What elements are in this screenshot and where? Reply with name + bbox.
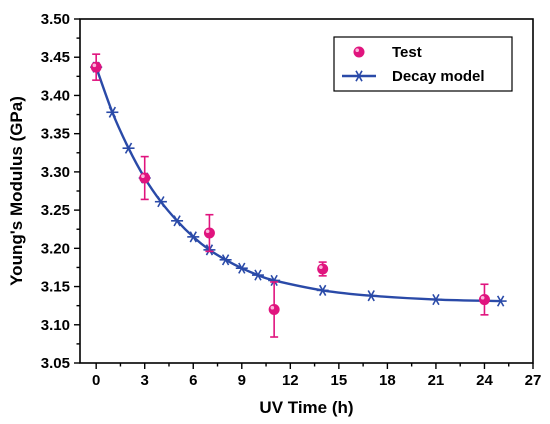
test-point: [90, 61, 102, 73]
star-stroke: [173, 215, 181, 227]
decay-model-marker: [187, 231, 200, 243]
legend-test-label: Test: [392, 44, 422, 61]
test-point: [268, 303, 280, 315]
star-stroke: [124, 142, 133, 154]
decay-model-marker: [268, 274, 281, 287]
x-tick-label: 0: [92, 372, 100, 389]
y-tick-label: 3.40: [41, 87, 70, 104]
y-tick-label: 3.45: [41, 49, 70, 66]
point-body: [317, 263, 329, 275]
test-point: [317, 263, 329, 275]
point-body: [203, 227, 215, 239]
x-tick-label: 15: [331, 372, 348, 389]
decay-model-marker: [106, 106, 119, 118]
point-body: [478, 294, 490, 306]
decay-model-marker: [251, 269, 264, 281]
point-highlight: [355, 48, 360, 52]
decay-model-marker: [171, 215, 184, 227]
decay-model-marker: [235, 262, 248, 274]
plot-frame: [79, 18, 534, 364]
legend-model-label: Decay model: [392, 68, 485, 85]
legend-box: [333, 36, 513, 92]
point-body: [139, 172, 151, 184]
star-stroke: [221, 254, 230, 266]
star-stroke: [355, 70, 363, 82]
series-layer: [90, 53, 507, 338]
star-stroke: [108, 106, 117, 118]
x-tick-label: 18: [379, 372, 396, 389]
star-stroke: [254, 269, 262, 281]
point-highlight: [92, 63, 97, 68]
point-highlight: [480, 295, 485, 300]
star-stroke: [189, 231, 197, 243]
y-tick-label: 3.10: [41, 317, 70, 334]
decay-model-line: [95, 66, 501, 303]
y-tick-label: 3.15: [41, 279, 70, 296]
decay-model-marker: [122, 142, 135, 154]
x-tick-label: 3: [141, 372, 149, 389]
legend-model-marker: [342, 70, 376, 82]
ticks-layer: 0 3 6 9 12 15 18 21 24 27 3.05 3.10 3.15 3.20 3.25 3.30…: [41, 11, 542, 389]
star-stroke: [367, 290, 375, 302]
point-highlight: [141, 174, 145, 179]
point-body: [90, 61, 102, 73]
x-tick-label: 21: [428, 372, 445, 389]
test-point: [203, 227, 215, 239]
legend-test-marker: [353, 46, 365, 58]
legend-test-point: [353, 46, 365, 58]
x-tick-label: 27: [525, 372, 542, 389]
star-stroke: [432, 293, 440, 306]
x-tick-label: 6: [189, 372, 197, 389]
x-axis-title: UV Time (h): [259, 398, 353, 417]
star-stroke: [318, 284, 327, 296]
y-tick-label: 3.50: [41, 11, 70, 28]
star-stroke: [238, 262, 246, 274]
point-body: [268, 303, 280, 315]
point-highlight: [319, 265, 323, 269]
point-highlight: [205, 229, 210, 234]
legend-model-star: [353, 70, 365, 82]
y-tick-label: 3.20: [41, 240, 70, 257]
star-stroke: [270, 274, 278, 287]
x-tick-label: 24: [476, 372, 493, 389]
decay-model-marker: [154, 196, 167, 208]
star-stroke: [157, 196, 165, 208]
x-tick-label: 9: [238, 372, 246, 389]
x-tick-label: 12: [282, 372, 299, 389]
point-body: [353, 46, 365, 58]
test-point: [139, 172, 151, 184]
star-stroke: [496, 295, 505, 307]
y-tick-label: 3.30: [41, 164, 70, 181]
decay-model-marker: [219, 254, 232, 266]
decay-model-marker: [316, 284, 329, 296]
point-highlight: [270, 305, 275, 310]
y-tick-label: 3.05: [41, 355, 70, 372]
y-axis-title: Young's Modulus (GPa): [7, 96, 26, 286]
y-tick-label: 3.25: [41, 202, 70, 219]
decay-model-marker: [429, 293, 442, 306]
decay-model-marker: [365, 290, 378, 302]
legend: Test Decay model: [333, 36, 513, 92]
y-tick-label: 3.35: [41, 126, 70, 143]
test-point: [478, 294, 490, 306]
decay-model-marker: [494, 295, 507, 307]
